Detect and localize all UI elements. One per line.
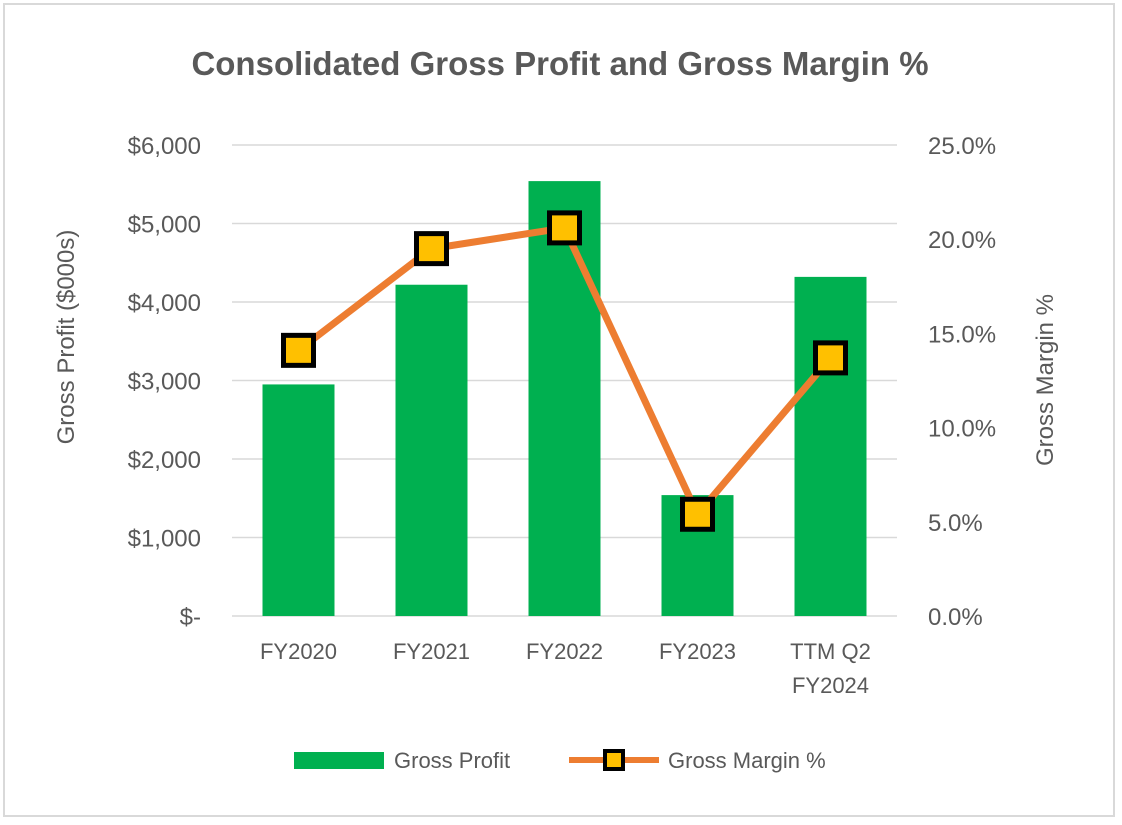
y2-tick-label: 25.0% — [928, 133, 996, 160]
marker-gross-margin — [547, 210, 582, 246]
x-tick-label: FY2020 — [260, 639, 337, 664]
y2-tick-label: 20.0% — [928, 227, 996, 254]
chart-title: Consolidated Gross Profit and Gross Marg… — [191, 45, 928, 82]
x-axis-ticks: FY2020 FY2021 FY2022 FY2023 TTM Q2 FY2024 — [260, 639, 871, 698]
y-tick-label: $4,000 — [128, 290, 201, 317]
x-tick-label: FY2024 — [792, 673, 869, 698]
legend: Gross Profit Gross Margin % — [294, 748, 826, 773]
chart-frame: Consolidated Gross Profit and Gross Marg… — [3, 3, 1115, 817]
y-axis-ticks: $- $1,000 $2,000 $3,000 $4,000 $5,000 $6,000 — [128, 133, 201, 631]
y-tick-label: $5,000 — [128, 212, 201, 239]
y-axis-label: Gross Profit ($000s) — [53, 230, 80, 445]
y-tick-label: $2,000 — [128, 447, 201, 474]
line-series — [281, 210, 848, 532]
y2-tick-label: 5.0% — [928, 510, 983, 537]
legend-label-gross-margin: Gross Margin % — [668, 748, 826, 773]
x-tick-label: TTM Q2 — [790, 639, 871, 664]
y-tick-label: $- — [180, 604, 201, 631]
bar-gross-profit — [528, 181, 601, 617]
marker-gross-margin — [680, 496, 715, 532]
y-tick-label: $3,000 — [128, 369, 201, 396]
x-tick-label: FY2021 — [393, 639, 470, 664]
combo-chart: Consolidated Gross Profit and Gross Marg… — [53, 45, 1059, 773]
bar-gross-profit — [794, 276, 867, 616]
legend-swatch-gross-profit — [294, 752, 384, 769]
y-tick-label: $1,000 — [128, 526, 201, 553]
legend-label-gross-profit: Gross Profit — [394, 748, 510, 773]
marker-gross-margin — [281, 332, 316, 368]
marker-gross-margin — [414, 231, 449, 267]
marker-gross-margin — [813, 340, 848, 376]
y2-tick-label: 15.0% — [928, 321, 996, 348]
y2-tick-label: 10.0% — [928, 416, 996, 443]
y2-axis-label: Gross Margin % — [1032, 294, 1059, 466]
y2-tick-label: 0.0% — [928, 604, 983, 631]
bar-gross-profit — [262, 384, 335, 616]
y2-axis-ticks: 0.0% 5.0% 10.0% 15.0% 20.0% 25.0% — [928, 133, 996, 631]
y-tick-label: $6,000 — [128, 133, 201, 160]
legend-marker-gross-margin — [603, 749, 625, 771]
bar-gross-profit — [395, 284, 468, 616]
x-tick-label: FY2022 — [526, 639, 603, 664]
x-tick-label: FY2023 — [659, 639, 736, 664]
bar-series — [262, 181, 867, 617]
